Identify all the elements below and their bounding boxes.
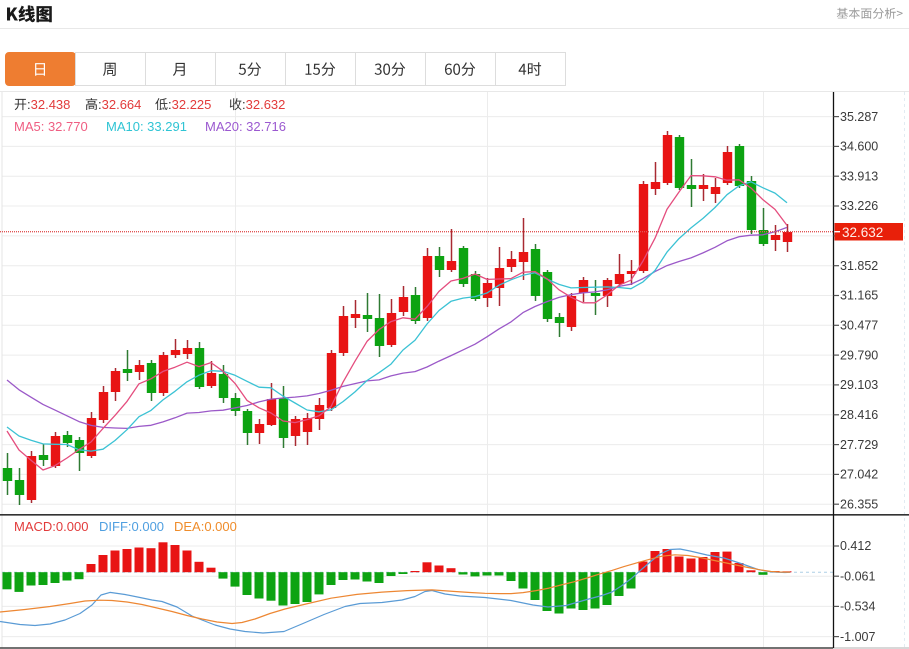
svg-text:29.790: 29.790 bbox=[840, 348, 878, 362]
svg-text:27.729: 27.729 bbox=[840, 438, 878, 452]
svg-text:-1.007: -1.007 bbox=[840, 630, 875, 644]
svg-text:26.355: 26.355 bbox=[840, 497, 878, 511]
svg-text:28.416: 28.416 bbox=[840, 408, 878, 422]
svg-text:0.412: 0.412 bbox=[840, 539, 871, 553]
svg-text:-0.061: -0.061 bbox=[840, 569, 875, 583]
svg-text:29.103: 29.103 bbox=[840, 378, 878, 392]
svg-text:27.042: 27.042 bbox=[840, 468, 878, 482]
svg-text:31.165: 31.165 bbox=[840, 289, 878, 303]
svg-text:31.852: 31.852 bbox=[840, 259, 878, 273]
svg-text:34.600: 34.600 bbox=[840, 140, 878, 154]
svg-text:32.632: 32.632 bbox=[842, 225, 883, 240]
svg-text:33.226: 33.226 bbox=[840, 199, 878, 213]
svg-text:-0.534: -0.534 bbox=[840, 600, 875, 614]
svg-text:33.913: 33.913 bbox=[840, 169, 878, 183]
svg-text:30.477: 30.477 bbox=[840, 319, 878, 333]
svg-text:35.287: 35.287 bbox=[840, 110, 878, 124]
